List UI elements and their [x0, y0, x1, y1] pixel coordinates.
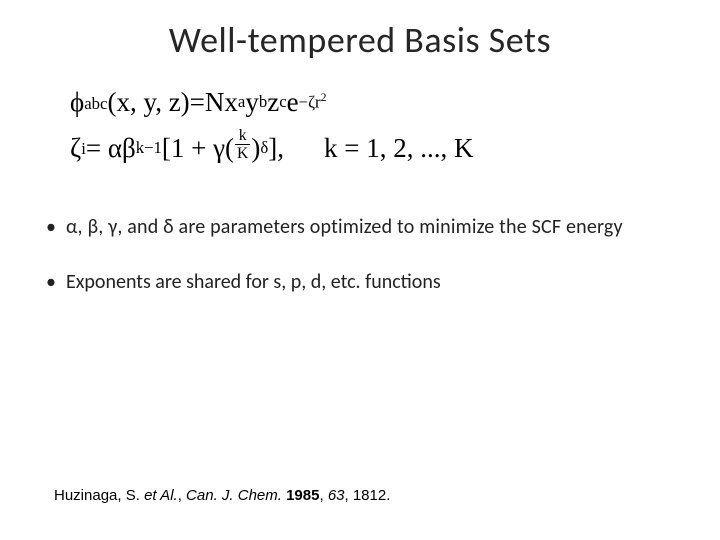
exp-r-squared: 2 — [321, 91, 327, 104]
citation-journal: Can. J. Chem. — [186, 487, 282, 504]
equation-block: ϕabc(x, y, z) = Nxaybzce−ζr2 ζi = αβk−1[… — [70, 80, 680, 172]
citation-volume: 63 — [328, 487, 345, 504]
term-z: z — [267, 80, 279, 126]
exp-b: b — [259, 88, 267, 116]
bracket-open: [1 + γ( — [162, 126, 234, 172]
fraction-k-over-K: kK — [235, 128, 250, 162]
exp-delta: δ — [260, 134, 268, 162]
k-range: k = 1, 2, ..., K — [324, 126, 473, 172]
zeta-sub-i: i — [81, 135, 86, 163]
citation: Huzinaga, S. et Al., Can. J. Chem. 1985,… — [54, 487, 390, 504]
citation-sep: , — [319, 487, 327, 504]
close-paren: ) — [251, 126, 260, 172]
term-y: y — [245, 80, 259, 126]
bullet-item: Exponents are shared for s, p, d, etc. f… — [40, 269, 680, 296]
equation-zeta: ζi = αβk−1[1 + γ(kK)δ], k = 1, 2, ..., K — [70, 126, 680, 172]
bullet-text: α, β, γ, and δ are parameters optimized … — [66, 215, 623, 239]
exp-neg-part: −ζr — [299, 92, 321, 111]
bullet-item: α, β, γ, and δ are parameters optimized … — [40, 214, 680, 241]
exp-c: c — [279, 88, 286, 116]
frac-den: K — [235, 144, 250, 162]
phi-args: (x, y, z) — [107, 80, 189, 126]
zeta-symbol: ζ — [70, 126, 81, 172]
term-e: e — [287, 80, 299, 126]
bullet-text: Exponents are shared for s, p, d, etc. f… — [66, 270, 441, 294]
exp-neg-zeta-r: −ζr2 — [299, 88, 327, 117]
exp-k-minus-1: k−1 — [136, 134, 162, 162]
exp-a: a — [238, 88, 245, 116]
frac-num: k — [237, 128, 249, 145]
slide-title: Well-tempered Basis Sets — [40, 18, 680, 62]
eq-alpha-beta: = αβ — [86, 126, 136, 172]
citation-year: 1985 — [286, 487, 319, 504]
citation-pages: , 1812. — [345, 487, 391, 504]
citation-sep: , — [178, 487, 186, 504]
eq-sign-1: = — [190, 80, 205, 126]
equation-phi: ϕabc(x, y, z) = Nxaybzce−ζr2 — [70, 80, 680, 126]
bullet-list: α, β, γ, and δ are parameters optimized … — [40, 214, 680, 296]
bracket-close: ], — [268, 126, 284, 172]
citation-etal: et Al. — [144, 487, 178, 504]
term-nx: Nx — [205, 80, 238, 126]
slide-container: Well-tempered Basis Sets ϕabc(x, y, z) =… — [0, 0, 720, 540]
phi-symbol: ϕ — [70, 80, 84, 126]
phi-subscript: abc — [84, 90, 107, 118]
citation-author: Huzinaga, S. — [54, 487, 144, 504]
